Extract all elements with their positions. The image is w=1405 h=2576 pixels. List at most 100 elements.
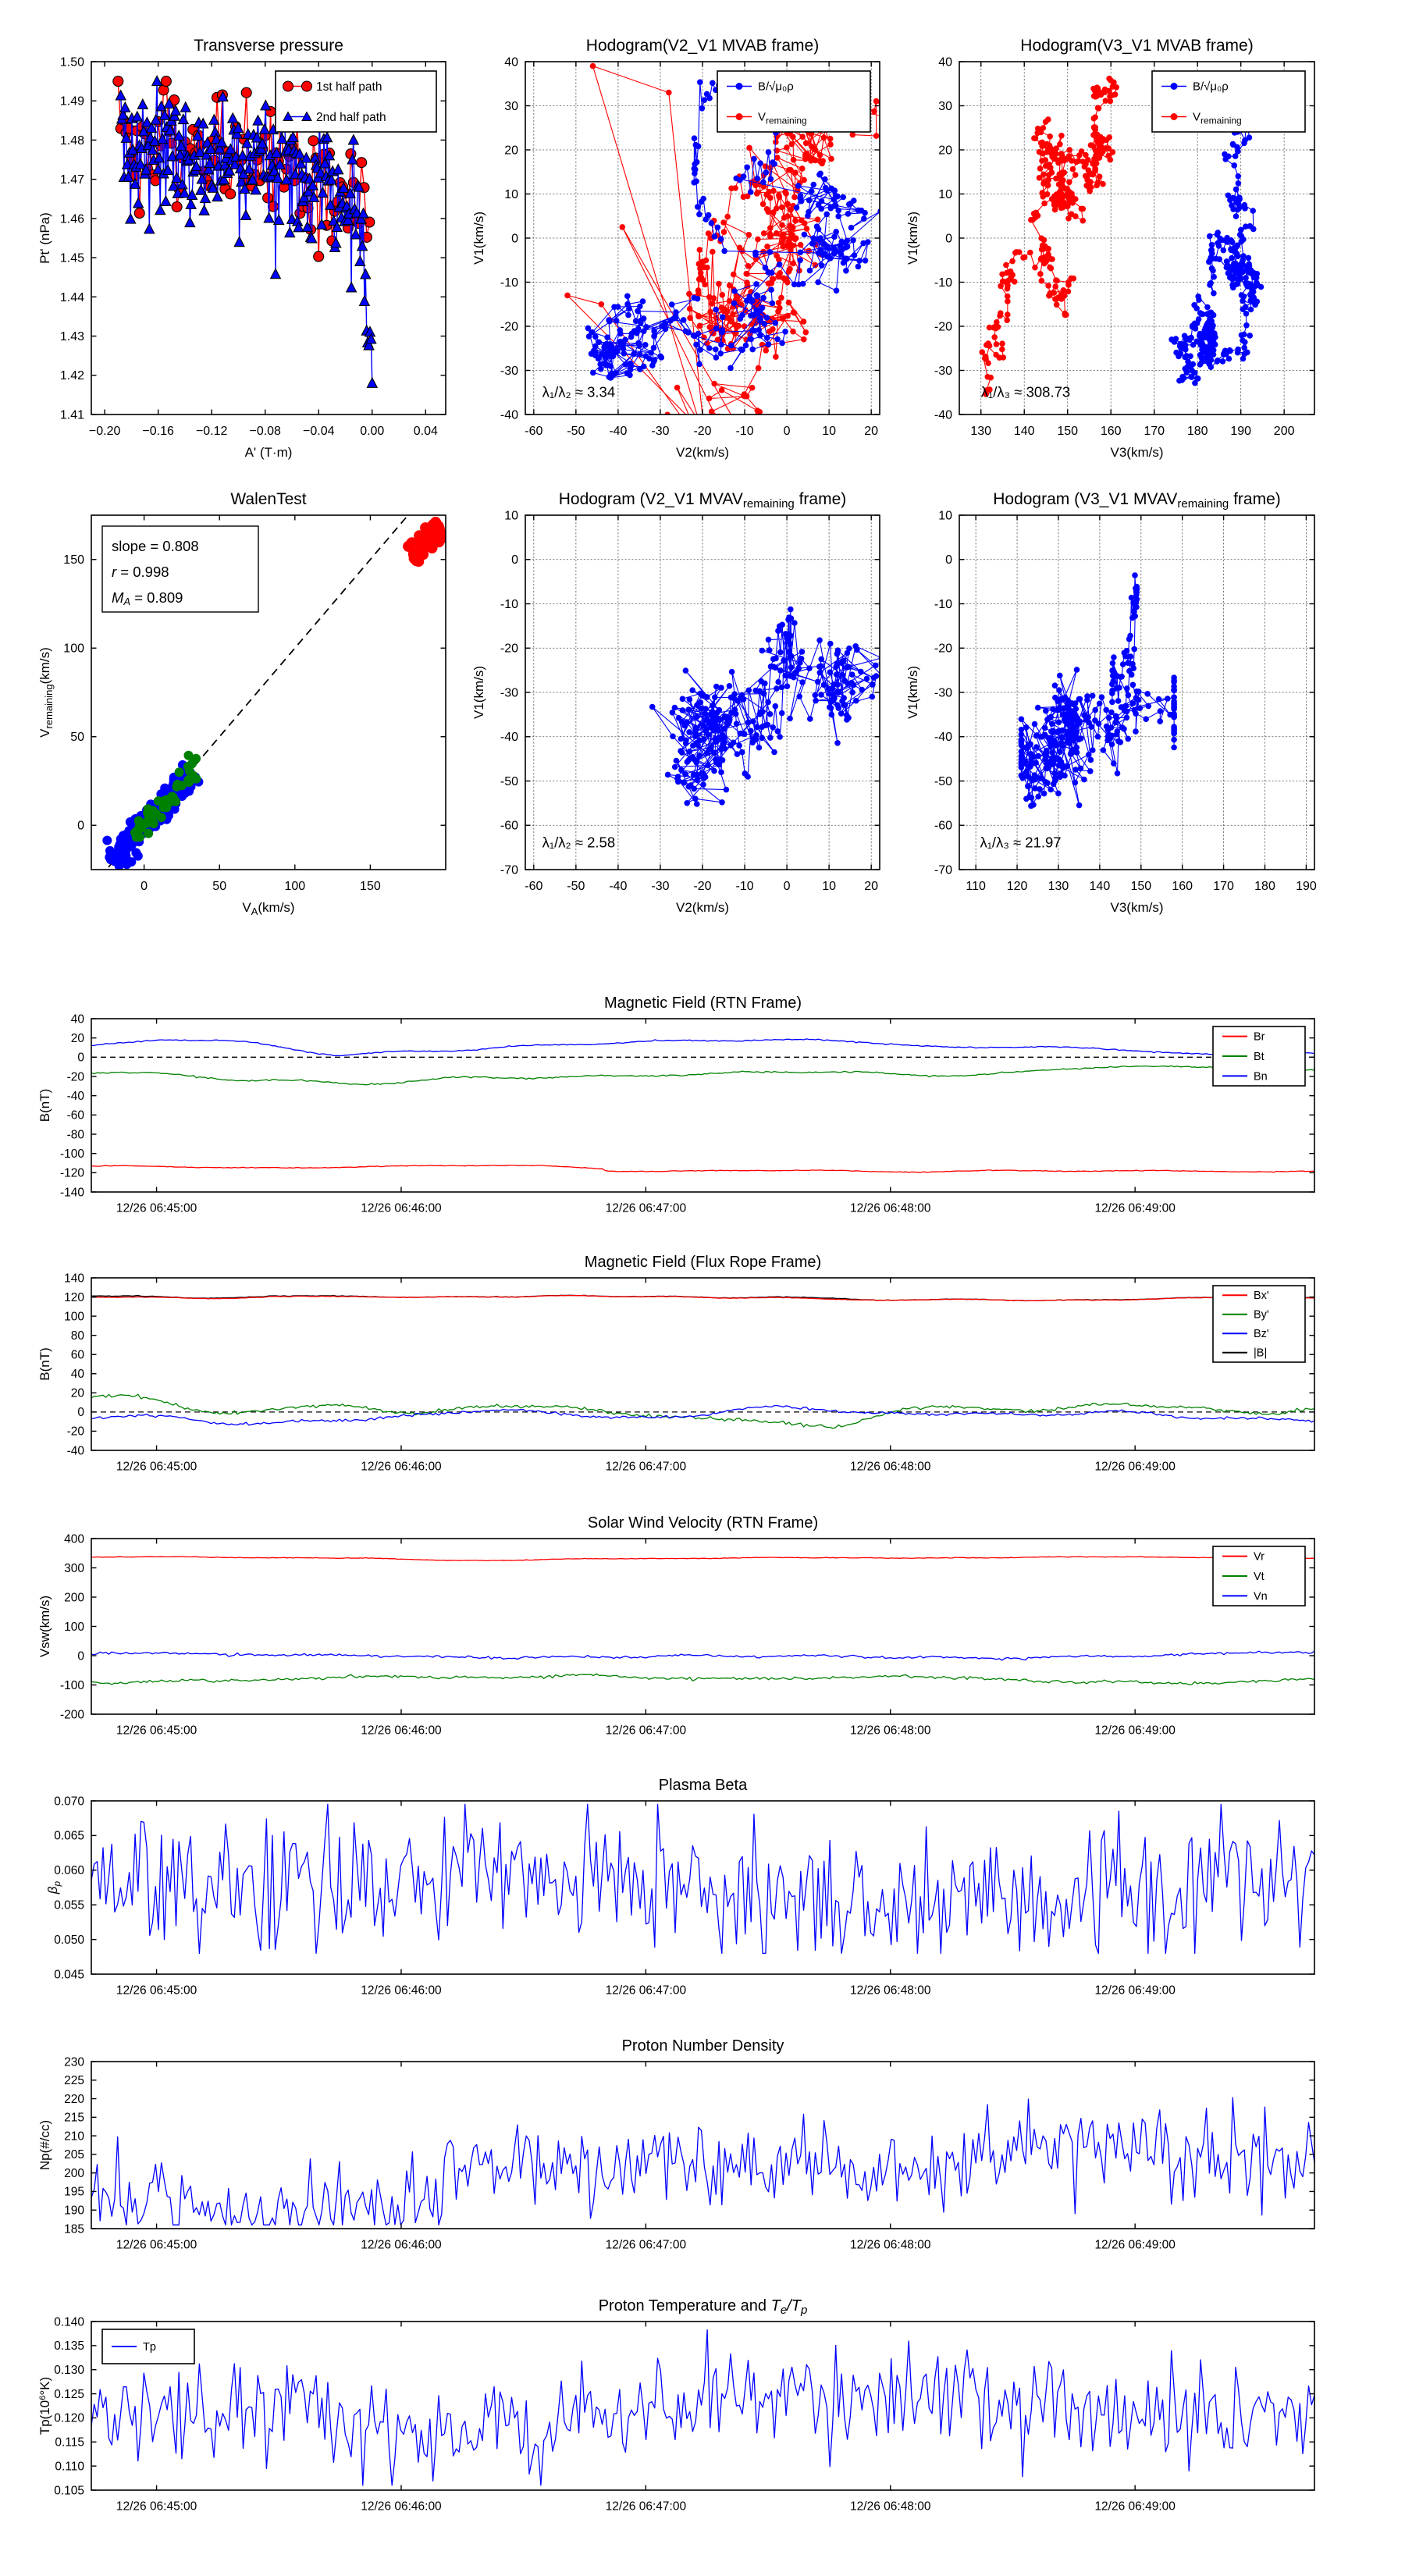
svg-text:-50: -50: [567, 425, 585, 438]
svg-text:Br: Br: [1254, 1031, 1265, 1044]
svg-text:-10: -10: [735, 880, 753, 893]
svg-text:0: 0: [140, 880, 148, 893]
svg-text:0.140: 0.140: [54, 2315, 84, 2329]
svg-text:140: 140: [64, 1272, 84, 1285]
svg-text:0: 0: [77, 1406, 84, 1419]
svg-text:12/26 06:49:00: 12/26 06:49:00: [1094, 1202, 1176, 1215]
svg-text:12/26 06:47:00: 12/26 06:47:00: [606, 1202, 687, 1215]
svg-text:B(nT): B(nT): [37, 1089, 52, 1123]
svg-text:B/√μ₀ρ: B/√μ₀ρ: [758, 80, 794, 94]
svg-text:-20: -20: [67, 1070, 85, 1083]
svg-text:10: 10: [504, 509, 518, 522]
svg-text:12/26 06:45:00: 12/26 06:45:00: [116, 1202, 197, 1215]
svg-text:0.00: 0.00: [360, 425, 384, 438]
svg-text:230: 230: [64, 2055, 84, 2069]
svg-text:12/26 06:49:00: 12/26 06:49:00: [1094, 1724, 1176, 1738]
svg-text:20: 20: [864, 425, 878, 438]
svg-text:-30: -30: [651, 880, 669, 893]
svg-text:1.48: 1.48: [60, 134, 84, 148]
svg-text:λ₁/λ₃ ≈ 308.73: λ₁/λ₃ ≈ 308.73: [981, 383, 1070, 400]
svg-text:1st half path: 1st half path: [316, 80, 382, 94]
svg-text:Bn: Bn: [1254, 1070, 1268, 1083]
svg-text:130: 130: [1048, 880, 1069, 893]
svg-text:1.47: 1.47: [60, 173, 84, 187]
svg-text:20: 20: [71, 1032, 85, 1045]
svg-text:Vr: Vr: [1254, 1551, 1264, 1564]
svg-text:10: 10: [938, 509, 952, 522]
svg-text:Vn: Vn: [1254, 1590, 1268, 1603]
svg-text:180: 180: [1187, 425, 1208, 438]
svg-text:Proton Number Density: Proton Number Density: [622, 2037, 784, 2055]
svg-text:200: 200: [64, 1591, 84, 1604]
svg-text:-70: -70: [500, 863, 518, 877]
svg-text:205: 205: [64, 2148, 84, 2161]
svg-text:A' (T·m): A' (T·m): [245, 445, 293, 460]
svg-text:−0.04: −0.04: [303, 425, 335, 438]
svg-text:215: 215: [64, 2112, 84, 2125]
svg-text:1.42: 1.42: [60, 369, 84, 382]
svg-text:12/26 06:47:00: 12/26 06:47:00: [606, 2239, 687, 2252]
svg-text:-10: -10: [500, 598, 518, 611]
svg-text:-60: -60: [934, 820, 952, 833]
svg-text:110: 110: [966, 880, 986, 893]
svg-text:|B|: |B|: [1254, 1347, 1267, 1360]
svg-text:slope = 0.808: slope = 0.808: [112, 538, 199, 554]
svg-text:12/26 06:45:00: 12/26 06:45:00: [116, 1724, 197, 1738]
svg-text:140: 140: [1014, 425, 1035, 438]
svg-text:190: 190: [1230, 425, 1251, 438]
svg-text:-60: -60: [525, 425, 542, 438]
svg-text:-80: -80: [67, 1128, 85, 1141]
svg-text:12/26 06:47:00: 12/26 06:47:00: [606, 1461, 687, 1474]
svg-text:0.050: 0.050: [54, 1934, 84, 1947]
svg-text:160: 160: [1172, 880, 1193, 893]
svg-text:-10: -10: [934, 276, 952, 290]
svg-text:10: 10: [938, 188, 952, 201]
svg-text:50: 50: [212, 880, 226, 893]
svg-text:10: 10: [822, 880, 836, 893]
svg-text:0: 0: [945, 553, 952, 567]
svg-text:-40: -40: [67, 1090, 85, 1103]
svg-text:-10: -10: [735, 425, 753, 438]
svg-text:−0.08: −0.08: [249, 425, 281, 438]
svg-text:0.060: 0.060: [54, 1864, 84, 1877]
svg-text:195: 195: [64, 2186, 84, 2199]
svg-text:-40: -40: [500, 408, 518, 422]
svg-text:-20: -20: [500, 320, 518, 333]
svg-text:Bz': Bz': [1254, 1328, 1269, 1340]
svg-text:-20: -20: [67, 1425, 85, 1439]
svg-text:160: 160: [1101, 425, 1122, 438]
svg-text:12/26 06:46:00: 12/26 06:46:00: [361, 2239, 442, 2252]
svg-text:-50: -50: [934, 775, 952, 788]
svg-text:−0.12: −0.12: [196, 425, 228, 438]
svg-text:B/√μ₀ρ: B/√μ₀ρ: [1193, 80, 1229, 94]
svg-text:120: 120: [64, 1291, 84, 1304]
svg-text:12/26 06:47:00: 12/26 06:47:00: [606, 2500, 687, 2514]
svg-text:-20: -20: [693, 880, 711, 893]
svg-text:0.045: 0.045: [54, 1968, 84, 1981]
svg-text:Np(#/cc): Np(#/cc): [37, 2120, 52, 2170]
svg-text:2nd half path: 2nd half path: [316, 111, 386, 124]
svg-text:0.105: 0.105: [54, 2484, 84, 2497]
svg-text:V2(km/s): V2(km/s): [676, 900, 729, 915]
svg-text:B(nT): B(nT): [37, 1347, 52, 1381]
svg-text:12/26 06:48:00: 12/26 06:48:00: [850, 1724, 931, 1738]
svg-text:MA = 0.809: MA = 0.809: [112, 589, 183, 607]
svg-text:210: 210: [64, 2129, 84, 2143]
svg-text:12/26 06:48:00: 12/26 06:48:00: [850, 2500, 931, 2514]
svg-text:Bt: Bt: [1254, 1051, 1264, 1063]
svg-text:300: 300: [64, 1562, 84, 1575]
svg-text:0: 0: [784, 425, 791, 438]
svg-text:40: 40: [71, 1368, 85, 1381]
svg-text:12/26 06:46:00: 12/26 06:46:00: [361, 2500, 442, 2514]
svg-text:12/26 06:48:00: 12/26 06:48:00: [850, 1202, 931, 1215]
svg-text:12/26 06:49:00: 12/26 06:49:00: [1094, 1984, 1176, 1998]
svg-text:-20: -20: [934, 642, 952, 656]
svg-text:100: 100: [63, 642, 84, 656]
svg-text:0: 0: [77, 1051, 84, 1065]
svg-text:100: 100: [64, 1310, 84, 1323]
svg-text:12/26 06:45:00: 12/26 06:45:00: [116, 2239, 197, 2252]
svg-text:20: 20: [864, 880, 878, 893]
svg-text:0.120: 0.120: [54, 2412, 84, 2425]
svg-text:Vsw(km/s): Vsw(km/s): [37, 1596, 52, 1657]
svg-text:1.50: 1.50: [60, 55, 84, 69]
